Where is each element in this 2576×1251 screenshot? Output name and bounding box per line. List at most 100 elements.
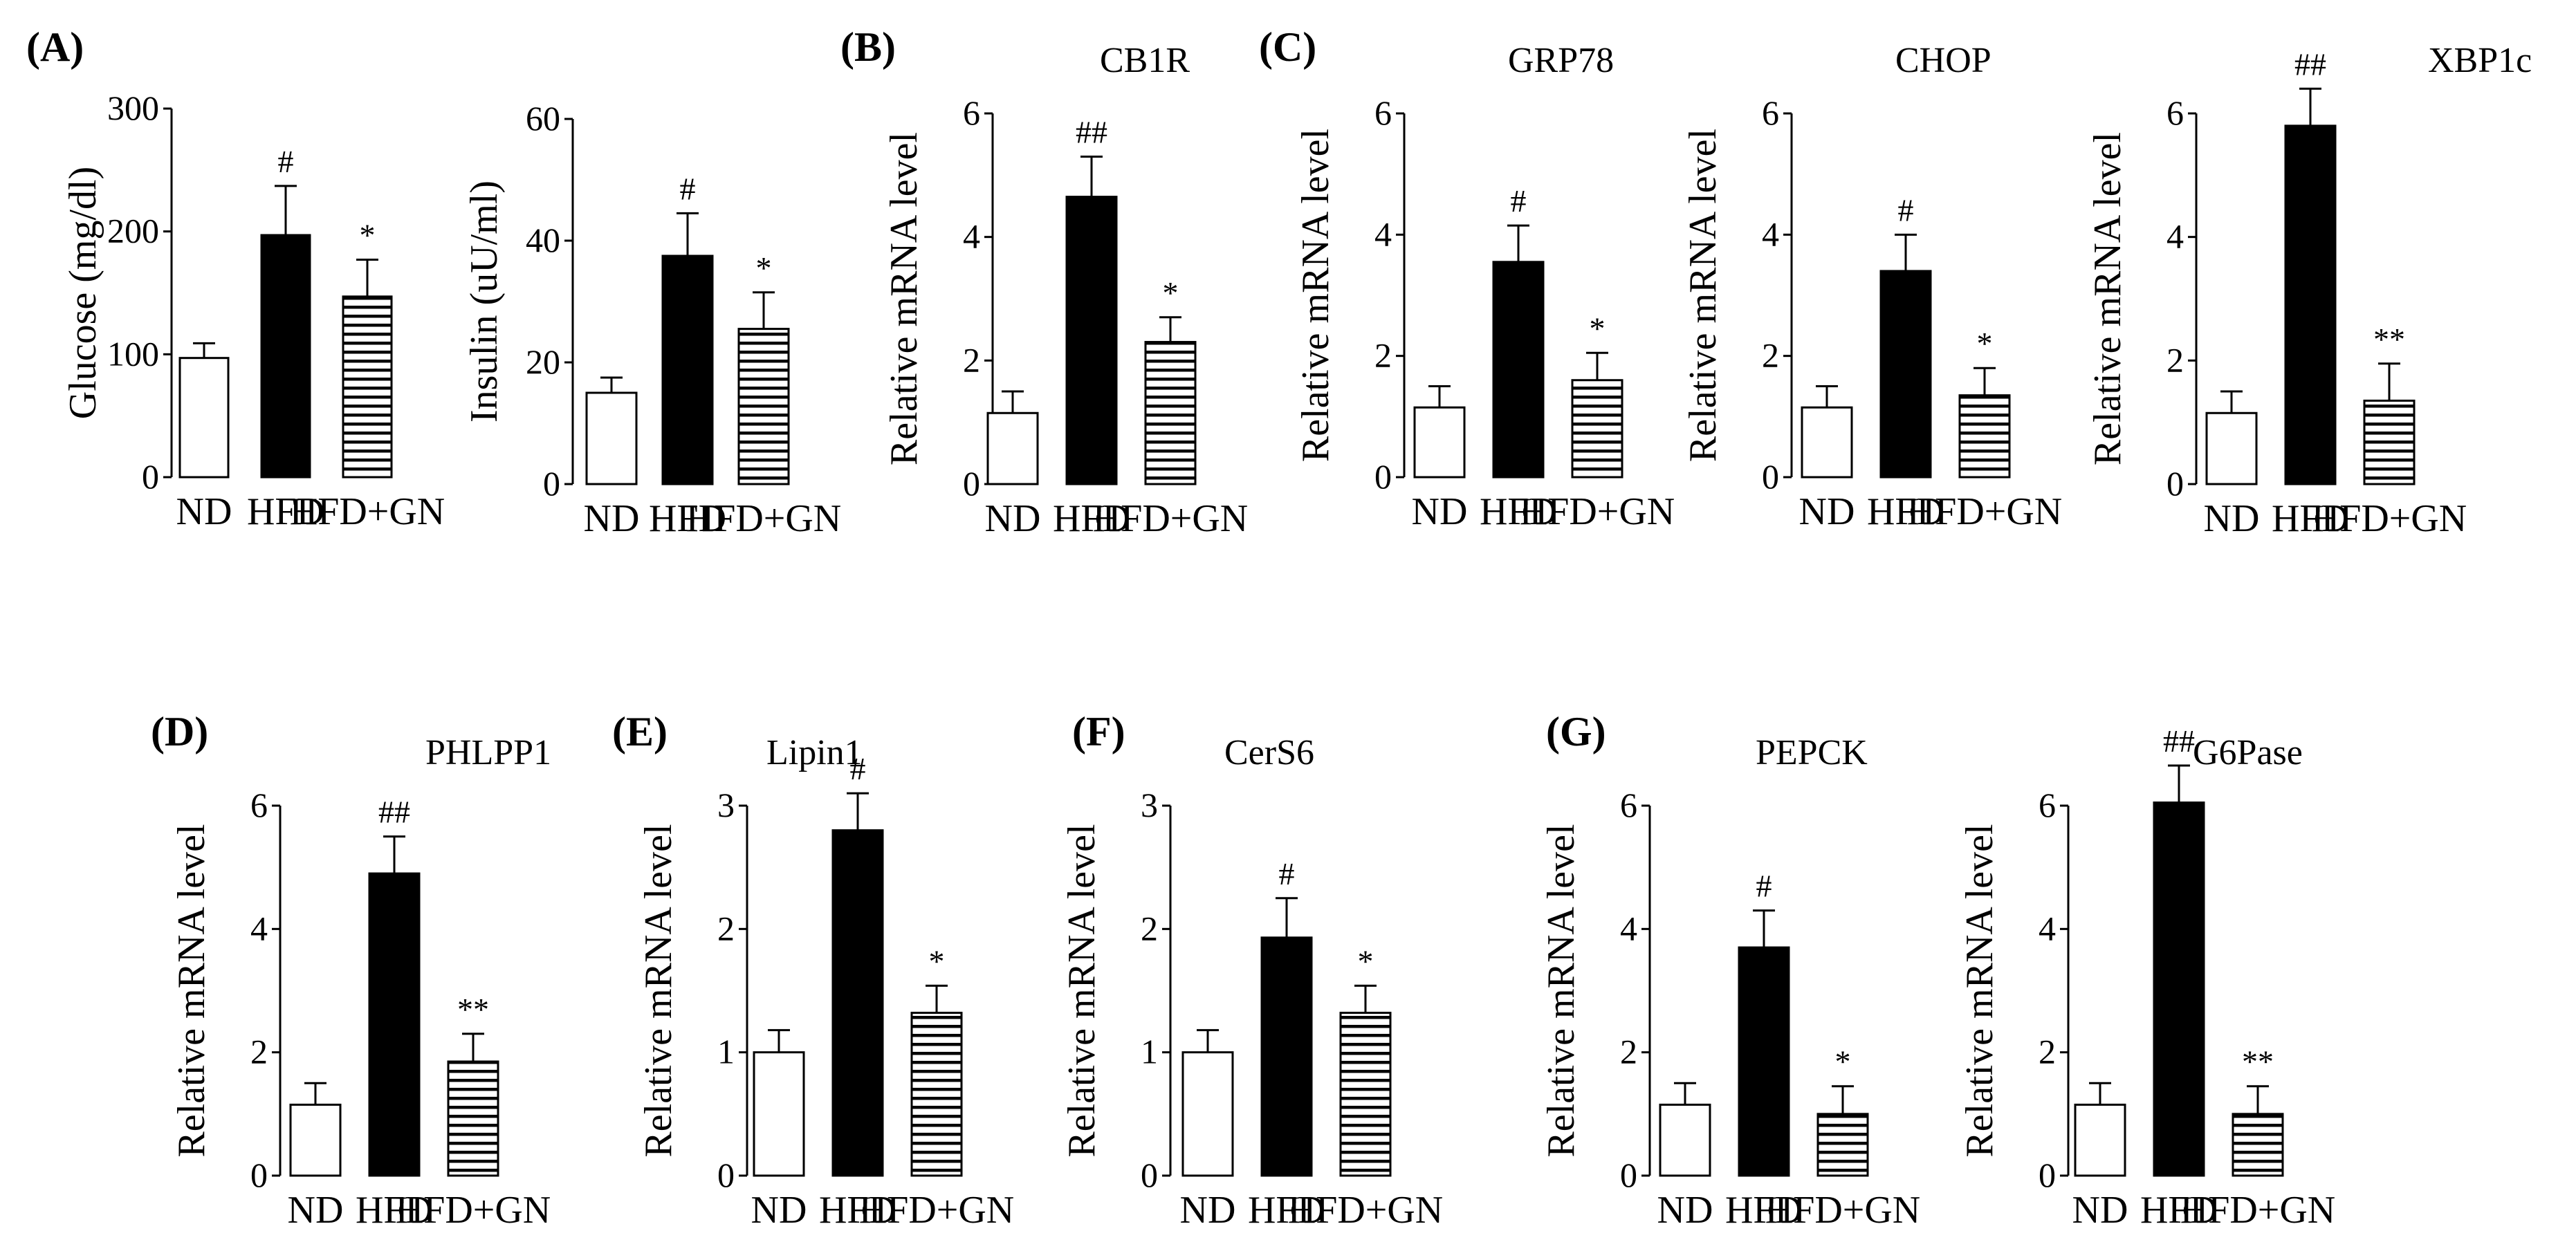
significance-mark: # [1279,856,1295,891]
y-tick-label: 2 [717,909,735,947]
panel-label: (G) [1546,709,1606,754]
bar-hfd [2153,801,2205,1177]
significance-mark: ** [2242,1044,2274,1079]
y-tick-label: 4 [1620,909,1637,947]
chart-title: CerS6 [1224,733,1314,772]
chart-title: CHOP [1895,41,1991,80]
panel-label: (B) [840,24,896,70]
y-tick-label: 0 [1762,457,1779,496]
y-tick-label: 0 [250,1156,268,1194]
chart-pepck: (G) PEPCK 0 2 4 6 Relative mRNA level ND # HFD * HF… [1540,709,1920,1232]
y-tick-label: 6 [963,93,980,132]
category-label: ND [2072,1189,2128,1232]
bar-nd [986,411,1039,485]
y-tick-label: 6 [2166,93,2184,132]
bar-nd [2205,411,2258,485]
bar-nd [1801,406,1853,479]
panel-label: (E) [612,709,668,754]
y-tick-label: 0 [1141,1156,1158,1194]
category-label: HFD+GN [859,1189,1015,1232]
y-tick-label: 0 [2039,1156,2056,1194]
panel-label: (C) [1259,24,1316,70]
category-label: ND [2204,497,2260,540]
category-label: HFD [1725,1189,1803,1232]
y-tick-label: 6 [1374,93,1392,132]
category-label: HFD [247,490,324,533]
significance-mark: * [360,218,376,253]
y-tick-label: 4 [2039,909,2056,947]
category-label: HFD [819,1189,896,1232]
bar-hfd-gn [1958,394,2011,479]
bar-hfd-gn [1571,379,1623,479]
chart-title: G6Pase [2193,733,2303,772]
y-tick-label: 2 [250,1032,268,1071]
chart-lipin1: (E) Lipin1 0 1 2 3 Relative mRNA level ND # HFD * H… [612,709,1014,1232]
y-tick-label: 200 [107,212,159,250]
y-axis-label: Relative mRNA level [637,824,680,1157]
y-tick-label: 2 [1374,336,1392,375]
category-label: HFD+GN [290,490,445,533]
y-tick-label: 4 [963,217,980,256]
significance-mark: ** [457,992,489,1027]
bar-nd [1659,1103,1711,1177]
significance-mark: ## [378,795,410,830]
chart-title: PEPCK [1756,733,1868,772]
y-tick-label: 0 [1620,1156,1637,1194]
y-tick-label: 4 [250,909,268,947]
significance-mark: * [1163,275,1179,311]
category-label: HFD [356,1189,433,1232]
y-tick-label: 300 [107,89,159,127]
significance-mark: # [1511,183,1527,219]
bar-nd [1181,1051,1234,1177]
significance-mark: # [278,144,294,179]
significance-mark: * [1590,311,1606,346]
chart-title: CB1R [1100,41,1190,80]
y-axis-label: Relative mRNA level [883,132,926,465]
significance-mark: ## [2294,46,2326,82]
y-axis-label: Relative mRNA level [170,824,213,1157]
y-tick-label: 2 [1141,909,1158,947]
category-label: HFD [2140,1189,2218,1232]
bar-nd [585,391,638,485]
y-tick-label: 60 [526,99,560,138]
bar-hfd-gn [2363,399,2416,485]
category-label: ND [985,497,1041,540]
category-label: HFD [1248,1189,1325,1232]
bar-hfd [831,829,884,1177]
significance-mark: * [1358,943,1374,979]
chart-phlpp1: (D) PHLPP1 0 2 4 6 Relative mRNA level ND ## HFD *… [151,709,551,1232]
bar-hfd [1879,270,1932,479]
y-tick-label: 0 [963,464,980,503]
y-tick-label: 6 [2039,786,2056,824]
y-axis-label: Relative mRNA level [1682,129,1724,462]
chart-cb1r: (B) CB1R 0 2 4 6 Relative mRNA level ND ## HFD * HF… [840,24,1248,540]
y-axis-label: Insulin (uU/ml) [463,180,506,423]
category-label: HFD+GN [2312,497,2467,540]
y-tick-label: 2 [963,340,980,379]
y-tick-label: 6 [1762,93,1779,132]
bar-hfd-gn [910,1012,963,1177]
category-label: HFD+GN [1288,1189,1444,1232]
chart-cers6: (F) CerS6 0 1 2 3 Relative mRNA level ND # HFD * HF… [1060,709,1443,1232]
bar-hfd-gn [737,328,790,485]
y-tick-label: 4 [1762,214,1779,253]
category-label: ND [1657,1189,1713,1232]
y-tick-label: 2 [2039,1032,2056,1071]
chart-title: PHLPP1 [425,733,551,772]
panel-label: (A) [26,24,84,70]
category-label: HFD+GN [1093,497,1249,540]
chart-title: GRP78 [1508,41,1614,80]
panel-label: (F) [1072,709,1125,754]
y-axis-label: Relative mRNA level [1060,824,1103,1157]
y-tick-label: 4 [2166,217,2184,256]
bar-hfd [368,872,421,1177]
panel-label: (D) [151,709,208,754]
category-label: ND [288,1189,344,1232]
y-axis-label: Relative mRNA level [1540,824,1583,1157]
bar-nd [2074,1103,2126,1177]
y-tick-label: 3 [717,786,735,824]
bar-hfd-gn [447,1060,499,1177]
bar-hfd [260,234,311,479]
bar-nd [1413,406,1466,479]
significance-mark: * [756,250,772,286]
